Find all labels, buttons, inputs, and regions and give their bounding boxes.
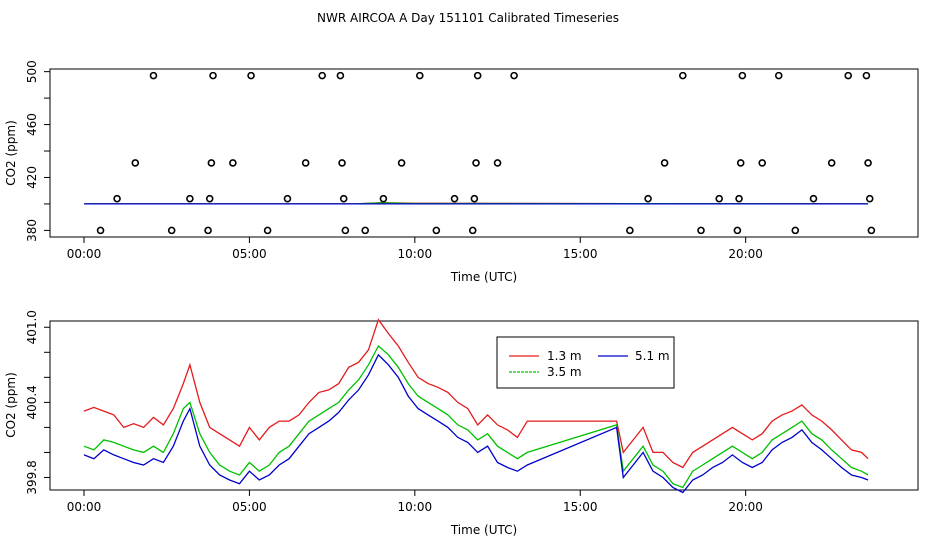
- scatter-point: [738, 71, 747, 80]
- scatter-point: [864, 159, 872, 167]
- x-axis-bottom: 00:00 05:00 10:00 15:00 20:00: [67, 489, 763, 514]
- plot-frame-bottom: [49, 320, 919, 491]
- x-tick-label: 20:00: [728, 500, 763, 514]
- legend: 1.3 m 5.1 m 3.5 m: [496, 336, 675, 389]
- scatter-point: [336, 71, 345, 80]
- scatter-point: [865, 194, 874, 203]
- plot-frame-top: [49, 68, 919, 238]
- scatter-point: [473, 71, 482, 80]
- scatter-point: [472, 159, 480, 167]
- series-line-3-5-m: [83, 344, 869, 489]
- scatter-point: [205, 194, 214, 203]
- scatter-point: [715, 194, 724, 203]
- y-tick-label: 500: [25, 60, 39, 83]
- scatter-point: [450, 194, 459, 203]
- scatter-point: [379, 194, 388, 203]
- scatter-point: [131, 159, 140, 167]
- scatter-point: [735, 194, 743, 203]
- scatter-point: [791, 226, 800, 235]
- scatter-point: [96, 226, 105, 235]
- scatter-point: [736, 159, 745, 167]
- y-tick-label: 460: [25, 113, 39, 136]
- scatter-point: [318, 71, 327, 80]
- series-line-1-3-m: [83, 318, 869, 469]
- legend-label-5-1m: 5.1 m: [635, 349, 670, 363]
- scatter-point: [432, 226, 441, 235]
- y-axis-label-top: CO2 (ppm): [4, 120, 18, 186]
- scatter-point: [660, 159, 669, 167]
- scatter-points: [96, 71, 876, 235]
- scatter-point: [283, 194, 292, 203]
- y-axis-top: 380 420 460 500: [25, 60, 51, 242]
- x-axis-label-top: Time (UTC): [450, 270, 517, 284]
- scatter-point: [733, 226, 742, 235]
- scatter-point: [809, 194, 818, 203]
- scatter-point: [341, 226, 350, 235]
- scatter-point: [862, 71, 871, 80]
- scatter-point: [697, 226, 705, 235]
- panel-top-scatter: 00:00 05:00 10:00 15:00 20:00 380 420 460 500 T…: [4, 60, 919, 284]
- series-line-5-1-m: [83, 353, 869, 494]
- scatter-point: [339, 194, 348, 203]
- scatter-point: [247, 71, 255, 80]
- x-tick-label: 05:00: [232, 247, 267, 261]
- scatter-point: [207, 159, 216, 167]
- x-tick-label: 20:00: [728, 247, 763, 261]
- y-tick-label: 400.4: [25, 385, 39, 419]
- x-axis-label-bottom: Time (UTC): [450, 523, 517, 537]
- x-tick-label: 10:00: [398, 247, 433, 261]
- scatter-point: [397, 159, 406, 167]
- scatter-point: [167, 226, 176, 235]
- scatter-point: [263, 226, 272, 235]
- figure-title: NWR AIRCOA A Day 151101 Calibrated Times…: [317, 11, 619, 25]
- scatter-point: [209, 71, 217, 80]
- series-lines-bottom: [83, 318, 869, 494]
- x-tick-label: 05:00: [232, 500, 267, 514]
- legend-label-1-3m: 1.3 m: [547, 349, 582, 363]
- scatter-point: [204, 226, 212, 235]
- x-tick-label: 00:00: [67, 500, 102, 514]
- y-tick-label: 399.8: [25, 460, 39, 494]
- scatter-point: [510, 71, 518, 80]
- x-tick-label: 10:00: [398, 500, 433, 514]
- y-axis-label-bottom: CO2 (ppm): [4, 372, 18, 438]
- scatter-point: [186, 194, 194, 203]
- scatter-point: [844, 71, 853, 80]
- scatter-point: [827, 159, 836, 167]
- panel-bottom-line: 00:00 05:00 10:00 15:00 20:00 399.8 400.4 401.…: [4, 310, 919, 537]
- x-tick-label: 15:00: [563, 500, 598, 514]
- scatter-point: [774, 71, 783, 80]
- y-tick-label: 380: [25, 219, 39, 242]
- scatter-point: [470, 194, 479, 203]
- scatter-point: [468, 226, 477, 235]
- scatter-point: [301, 159, 310, 167]
- scatter-point: [758, 159, 767, 167]
- scatter-point: [493, 159, 502, 167]
- x-tick-label: 15:00: [563, 247, 598, 261]
- series-lines-top: [84, 201, 869, 205]
- scatter-point: [415, 71, 424, 80]
- scatter-point: [679, 71, 687, 80]
- y-tick-label: 420: [25, 166, 39, 189]
- x-tick-label: 00:00: [67, 247, 102, 261]
- x-axis-top: 00:00 05:00 10:00 15:00 20:00: [67, 236, 763, 261]
- legend-box: [496, 336, 675, 389]
- legend-label-3-5m: 3.5 m: [547, 365, 582, 379]
- scatter-point: [361, 226, 370, 235]
- y-axis-bottom: 399.8 400.4 401.0: [25, 310, 51, 495]
- scatter-point: [149, 71, 158, 80]
- scatter-point: [229, 159, 237, 167]
- scatter-point: [867, 226, 876, 235]
- scatter-point: [644, 194, 652, 203]
- scatter-point: [113, 194, 121, 203]
- y-tick-label: 401.0: [25, 310, 39, 344]
- scatter-point: [338, 159, 346, 167]
- scatter-point: [626, 226, 634, 235]
